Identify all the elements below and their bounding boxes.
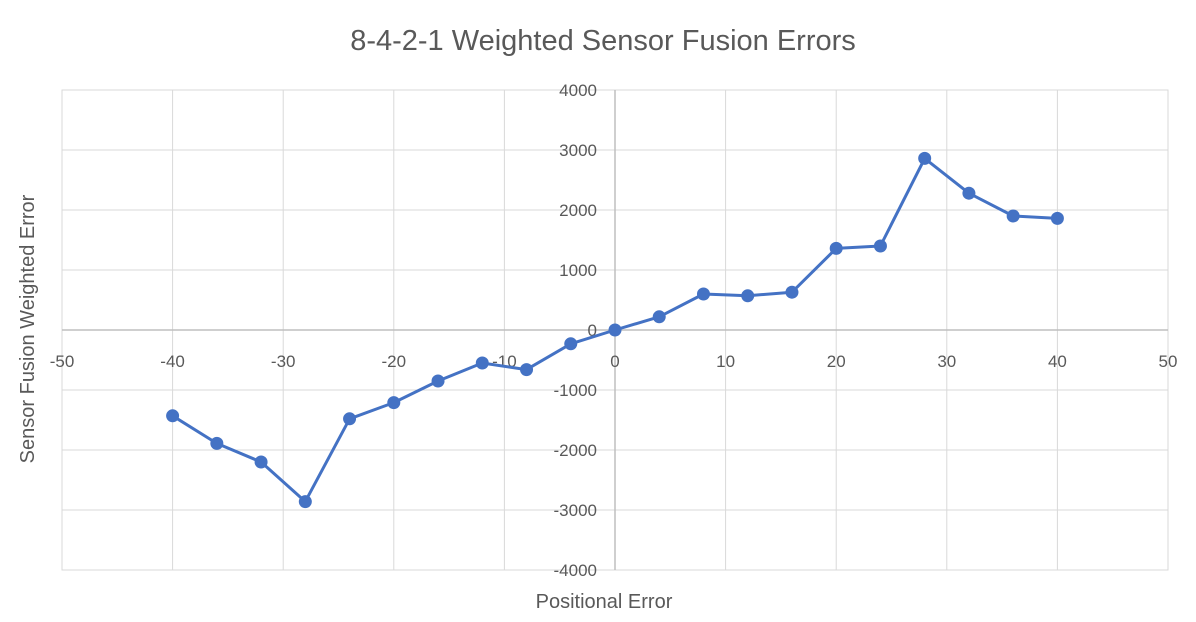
x-tick-label: 20 [827, 352, 846, 371]
chart-title: 8-4-2-1 Weighted Sensor Fusion Errors [350, 25, 856, 57]
data-point [918, 151, 932, 165]
x-tick-label: -50 [50, 352, 75, 371]
data-point [785, 285, 799, 299]
y-tick-label: -3000 [554, 501, 597, 520]
x-tick-label: -20 [382, 352, 407, 371]
data-point [696, 287, 710, 301]
y-axis-title: Sensor Fusion Weighted Error [17, 194, 39, 463]
x-tick-labels: -50 -40 -30 -20 -10 0 10 20 30 40 50 [50, 352, 1178, 371]
y-tick-labels: -4000 -3000 -2000 -1000 0 1000 2000 3000 4000 [554, 81, 597, 580]
data-point [210, 436, 224, 450]
y-tick-label: 4000 [559, 81, 597, 100]
data-point [741, 289, 755, 303]
data-point [431, 374, 445, 388]
data-point [1006, 209, 1020, 223]
data-series [166, 151, 1064, 509]
x-axis-title: Positional Error [536, 591, 673, 613]
data-point [520, 363, 534, 377]
data-point [1050, 211, 1064, 225]
x-tick-label: 0 [610, 352, 619, 371]
x-tick-label: 40 [1048, 352, 1067, 371]
y-tick-label: 2000 [559, 201, 597, 220]
x-tick-label: -40 [160, 352, 185, 371]
x-tick-label: 30 [937, 352, 956, 371]
data-point [962, 186, 976, 200]
x-tick-label: -30 [271, 352, 296, 371]
y-tick-label: -2000 [554, 441, 597, 460]
data-point [873, 239, 887, 253]
x-tick-label: 10 [716, 352, 735, 371]
data-point [166, 409, 180, 423]
y-tick-label: 1000 [559, 261, 597, 280]
y-tick-label: 3000 [559, 141, 597, 160]
data-point [254, 455, 268, 469]
data-point [829, 241, 843, 255]
data-point [343, 412, 357, 426]
data-point [564, 337, 578, 351]
data-point [652, 310, 666, 324]
y-tick-label: 0 [588, 321, 597, 340]
y-tick-label: -1000 [554, 381, 597, 400]
data-point [298, 495, 312, 509]
data-point [475, 356, 489, 370]
x-tick-label: 50 [1159, 352, 1178, 371]
data-point [387, 396, 401, 410]
data-point [608, 323, 622, 337]
y-tick-label: -4000 [554, 561, 597, 580]
